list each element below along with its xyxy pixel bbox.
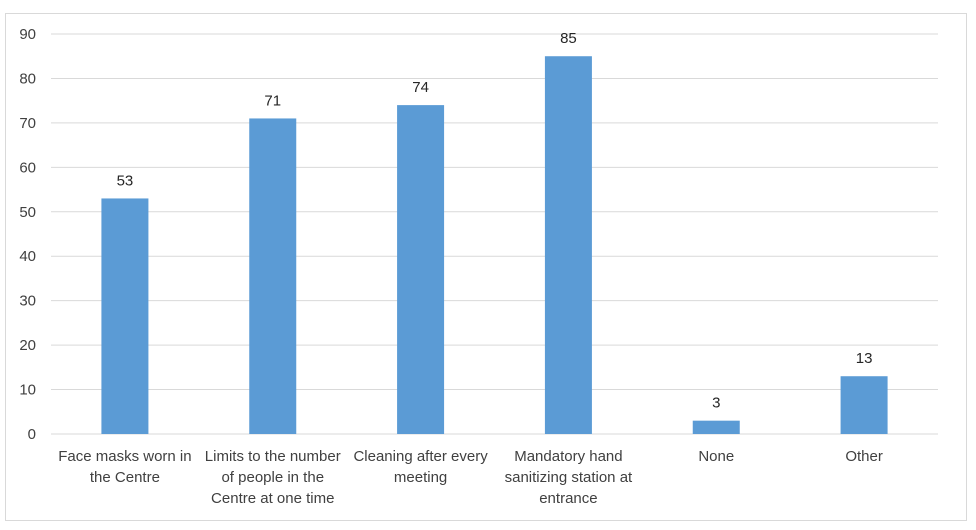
category-label: Cleaning after every meeting [353, 448, 488, 486]
data-label: 3 [712, 395, 720, 412]
gridlines [51, 33, 938, 435]
category-label-line: Face masks worn in [58, 448, 191, 465]
data-label: 13 [856, 350, 873, 367]
category-label-line: Other [845, 448, 883, 465]
category-label-line: the Centre [90, 469, 160, 486]
x-axis-category-labels: Face masks worn in the Centre Limits to th… [58, 448, 883, 507]
data-labels: 53 71 74 85 3 13 [117, 30, 873, 411]
y-tick-label: 80 [19, 70, 36, 87]
y-tick-label: 30 [19, 293, 36, 310]
chart-frame [5, 13, 967, 521]
data-label: 71 [264, 92, 281, 109]
y-tick-label: 20 [19, 337, 36, 354]
y-tick-label: 0 [28, 426, 36, 443]
category-label-line: Mandatory hand [514, 448, 622, 465]
y-tick-label: 60 [19, 159, 36, 176]
category-label-line: Centre at one time [211, 490, 334, 507]
category-label: Other [845, 448, 883, 465]
bar [840, 376, 888, 434]
y-tick-label: 90 [19, 26, 36, 43]
y-tick-label: 70 [19, 115, 36, 132]
data-label: 53 [117, 172, 134, 189]
category-label-line: None [698, 448, 734, 465]
bar [249, 118, 297, 434]
bar [692, 420, 740, 434]
category-label: Mandatory hand sanitizing station at entra… [505, 448, 633, 507]
bar [544, 56, 592, 434]
category-label: Face masks worn in the Centre [58, 448, 191, 486]
category-label-line: of people in the [221, 469, 324, 486]
category-label-line: Limits to the number [205, 448, 341, 465]
category-label: None [698, 448, 734, 465]
data-label: 85 [560, 30, 577, 47]
y-tick-label: 40 [19, 248, 36, 265]
category-label-line: entrance [539, 490, 597, 507]
category-label-line: Cleaning after every [353, 448, 488, 465]
bar [101, 198, 149, 434]
y-axis-tick-labels: 0 10 20 30 40 50 60 70 80 90 [19, 26, 36, 443]
category-label-line: sanitizing station at [505, 469, 633, 486]
bar [397, 105, 445, 434]
y-tick-label: 50 [19, 204, 36, 221]
bars [101, 56, 888, 434]
category-label-line: meeting [394, 469, 447, 486]
category-label: Limits to the number of people in the Cent… [205, 448, 341, 507]
data-label: 74 [412, 79, 429, 96]
y-tick-label: 10 [19, 382, 36, 399]
